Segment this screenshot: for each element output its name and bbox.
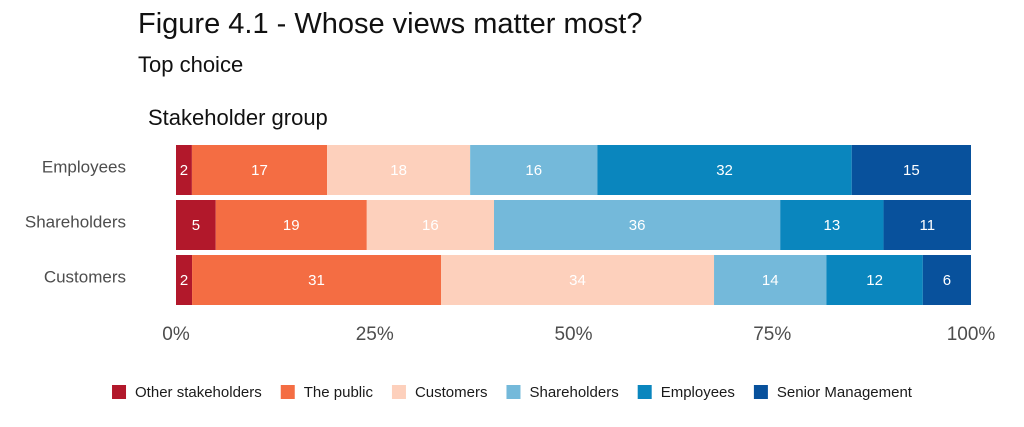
x-tick-label: 75% bbox=[753, 324, 791, 345]
bar-customers-the-public bbox=[192, 255, 441, 305]
x-tick-label: 100% bbox=[947, 324, 996, 345]
data-label-employees-employees: 32 bbox=[716, 162, 733, 179]
bar-customers-shareholders bbox=[714, 255, 827, 305]
bar-shareholders-the-public bbox=[215, 200, 367, 250]
bar-employees-shareholders bbox=[470, 145, 598, 195]
data-label-shareholders-customers: 16 bbox=[422, 217, 439, 234]
legend-label-employees: Employees bbox=[661, 384, 735, 401]
data-label-shareholders-shareholders: 36 bbox=[629, 217, 646, 234]
data-label-customers-the-public: 31 bbox=[308, 272, 325, 289]
bar-employees-the-public bbox=[191, 145, 328, 195]
legend-swatch-other-stakeholders bbox=[112, 385, 127, 399]
data-label-customers-senior-management: 6 bbox=[943, 272, 951, 289]
legend-label-the-public: The public bbox=[304, 384, 374, 401]
legend: Other stakeholders The public Customers Sha… bbox=[112, 384, 913, 401]
data-label-employees-senior-management: 15 bbox=[903, 162, 920, 179]
category-label-employees: Employees bbox=[42, 157, 126, 176]
chart-subtitle: Top choice bbox=[138, 52, 244, 77]
data-label-employees-other-stakeholders: 2 bbox=[180, 162, 188, 179]
data-label-employees-shareholders: 16 bbox=[525, 162, 542, 179]
x-axis-ticks: 0% 25% 50% 75% 100% bbox=[162, 324, 995, 345]
legend-label-shareholders: Shareholders bbox=[529, 384, 618, 401]
bar-customers-other-stakeholders bbox=[176, 255, 193, 305]
bar-shareholders-shareholders bbox=[494, 200, 781, 250]
legend-swatch-employees bbox=[637, 385, 652, 399]
bar-customers-employees bbox=[826, 255, 923, 305]
data-label-employees-customers: 18 bbox=[390, 162, 407, 179]
data-label-customers-customers: 34 bbox=[569, 272, 586, 289]
data-label-customers-shareholders: 14 bbox=[762, 272, 779, 289]
category-label-shareholders: Shareholders bbox=[25, 212, 126, 231]
legend-swatch-the-public bbox=[280, 385, 295, 399]
data-label-shareholders-the-public: 19 bbox=[283, 217, 300, 234]
legend-label-customers: Customers bbox=[415, 384, 488, 401]
x-tick-label: 50% bbox=[554, 324, 592, 345]
category-label-customers: Customers bbox=[44, 267, 126, 286]
bar-employees-employees bbox=[597, 145, 852, 195]
data-label-shareholders-employees: 13 bbox=[824, 217, 841, 234]
bar-customers-customers bbox=[441, 255, 715, 305]
data-label-shareholders-other-stakeholders: 5 bbox=[192, 217, 200, 234]
bar-employees-other-stakeholders bbox=[176, 145, 192, 195]
legend-swatch-shareholders bbox=[506, 385, 521, 399]
bar-shareholders-senior-management bbox=[883, 200, 971, 250]
legend-swatch-senior-management bbox=[753, 385, 768, 399]
data-label-customers-employees: 12 bbox=[866, 272, 883, 289]
legend-label-other-stakeholders: Other stakeholders bbox=[135, 384, 262, 401]
x-tick-label: 0% bbox=[162, 324, 190, 345]
bar-shareholders-employees bbox=[780, 200, 884, 250]
bar-shareholders-customers bbox=[366, 200, 494, 250]
data-label-employees-the-public: 17 bbox=[251, 162, 268, 179]
bars-group: Employees 2 17 18 16 32 15 Shareholders 5 19 16 36 1… bbox=[25, 145, 971, 305]
bar-employees-customers bbox=[327, 145, 471, 195]
data-label-shareholders-senior-management: 11 bbox=[919, 217, 935, 234]
bar-shareholders-other-stakeholders bbox=[176, 200, 216, 250]
bar-employees-senior-management bbox=[851, 145, 971, 195]
data-label-customers-other-stakeholders: 2 bbox=[180, 272, 188, 289]
legend-label-senior-management: Senior Management bbox=[777, 384, 913, 401]
y-axis-title: Stakeholder group bbox=[148, 105, 328, 130]
legend-swatch-customers bbox=[391, 385, 406, 399]
x-tick-label: 25% bbox=[356, 324, 394, 345]
chart-title: Figure 4.1 - Whose views matter most? bbox=[138, 8, 643, 40]
bar-customers-senior-management bbox=[922, 255, 971, 305]
